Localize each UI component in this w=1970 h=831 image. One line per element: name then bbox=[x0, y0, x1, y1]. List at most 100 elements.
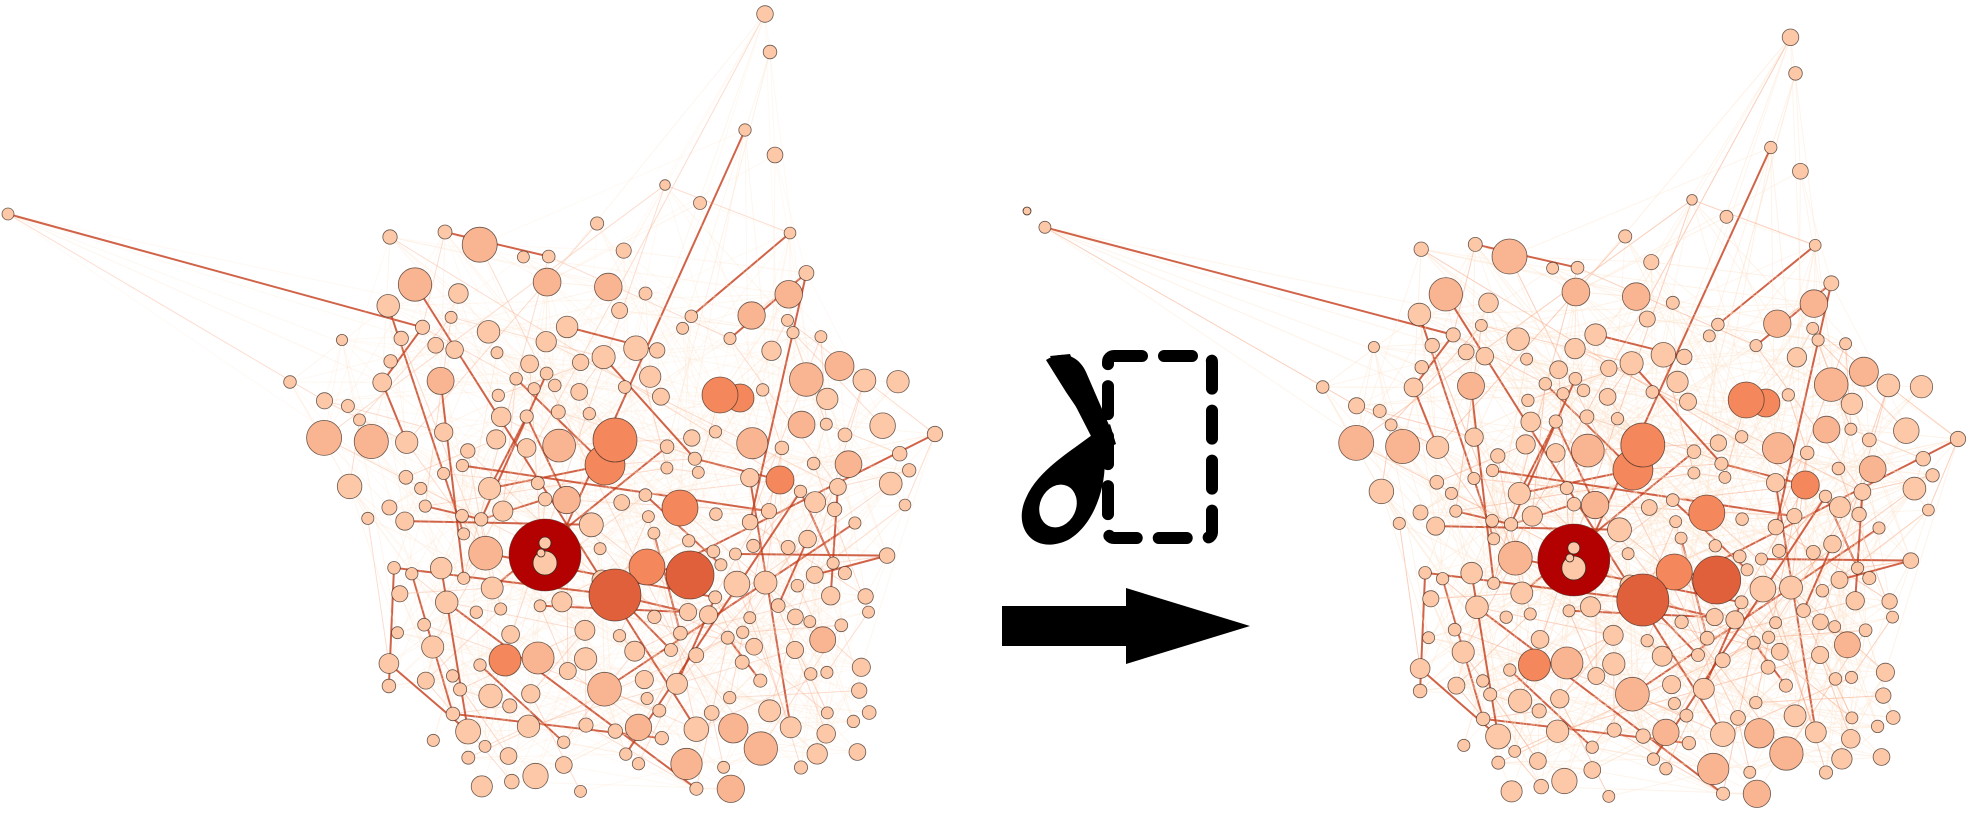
network-edge bbox=[1846, 527, 1880, 645]
network-edge bbox=[1806, 452, 1912, 561]
network-edge bbox=[602, 356, 696, 460]
network-edge bbox=[679, 507, 789, 548]
network-node bbox=[687, 451, 702, 466]
network-edge bbox=[539, 379, 807, 541]
network-node bbox=[848, 743, 867, 761]
network-edge bbox=[432, 646, 509, 757]
network-edge bbox=[1832, 543, 1911, 562]
network-node bbox=[758, 699, 782, 723]
network-node bbox=[1749, 575, 1777, 603]
network-edge bbox=[679, 350, 772, 509]
network-edge bbox=[1489, 694, 1565, 782]
network-edge bbox=[1525, 356, 1798, 445]
network-edge bbox=[1568, 384, 1832, 546]
network-after-nodes bbox=[1038, 28, 1967, 808]
network-edge bbox=[1742, 515, 1795, 520]
network-edge bbox=[1802, 543, 1834, 611]
network-node bbox=[387, 561, 401, 575]
network-edge bbox=[604, 464, 681, 634]
network-node bbox=[878, 547, 896, 564]
network-node bbox=[1503, 517, 1519, 532]
network-node bbox=[753, 570, 778, 595]
network-node bbox=[1699, 630, 1715, 646]
network-node bbox=[1844, 422, 1858, 436]
network-edge bbox=[1755, 702, 1894, 718]
network-edge bbox=[822, 522, 856, 640]
network-node bbox=[781, 313, 794, 327]
network-node bbox=[1508, 688, 1533, 713]
network-edge bbox=[381, 326, 424, 383]
network-edge bbox=[323, 236, 391, 439]
network-node bbox=[1507, 481, 1531, 505]
network-node bbox=[551, 591, 573, 613]
network-edge bbox=[1044, 226, 1422, 368]
network-edge bbox=[1672, 438, 1959, 501]
network-edge bbox=[1566, 487, 1676, 523]
network-node bbox=[654, 730, 669, 746]
network-edge bbox=[1737, 717, 1751, 773]
network-edge bbox=[1452, 267, 1553, 336]
network-node bbox=[1503, 663, 1517, 677]
network-node bbox=[1646, 752, 1661, 766]
network-node bbox=[573, 647, 598, 671]
network-node bbox=[593, 542, 607, 556]
network-edge bbox=[688, 469, 910, 542]
network-node bbox=[1849, 356, 1879, 387]
network-edge bbox=[389, 236, 788, 321]
network-edge bbox=[1436, 421, 1531, 483]
network-node bbox=[798, 529, 817, 549]
network-edge bbox=[753, 483, 892, 648]
network-edge bbox=[359, 419, 497, 440]
network-node bbox=[1652, 718, 1680, 747]
network-edge bbox=[525, 416, 568, 501]
network-node bbox=[837, 566, 852, 581]
network-edge bbox=[1693, 472, 1814, 553]
network-edge bbox=[405, 476, 808, 540]
network-edge bbox=[837, 486, 888, 556]
network-edge bbox=[749, 272, 808, 523]
network-node bbox=[470, 775, 493, 798]
network-edge bbox=[546, 250, 625, 374]
network-edge bbox=[1755, 600, 1856, 703]
network-edge bbox=[1552, 267, 1814, 305]
network-edge bbox=[727, 483, 892, 639]
network-edge bbox=[1413, 387, 1437, 527]
network-node bbox=[1498, 540, 1533, 576]
network-node bbox=[804, 667, 818, 681]
network-node bbox=[548, 378, 562, 393]
network-edge bbox=[844, 504, 906, 574]
network-edge bbox=[1489, 694, 1542, 787]
network-node bbox=[1710, 721, 1736, 747]
network-edge bbox=[387, 305, 442, 382]
network-node bbox=[816, 724, 836, 744]
network-node bbox=[862, 605, 875, 619]
network-edge bbox=[591, 524, 689, 542]
network-node bbox=[665, 550, 715, 600]
network-edge bbox=[1574, 244, 1816, 350]
network-after bbox=[1038, 28, 1967, 808]
network-node bbox=[520, 354, 539, 374]
network-node bbox=[1786, 347, 1808, 368]
network-node bbox=[736, 625, 750, 639]
network-edge bbox=[405, 450, 468, 478]
network-edge bbox=[1595, 334, 1620, 530]
network-edge bbox=[1755, 695, 1884, 704]
network-edge bbox=[736, 583, 792, 728]
network-edge bbox=[388, 293, 459, 307]
network-edge bbox=[1715, 545, 1792, 589]
network-edge bbox=[1456, 685, 1560, 700]
network-edge bbox=[401, 286, 609, 339]
network-node bbox=[684, 309, 699, 324]
network-edge bbox=[7, 213, 544, 579]
network-node bbox=[639, 365, 662, 388]
network-edge bbox=[324, 400, 369, 519]
network-node bbox=[501, 625, 520, 644]
network-edge bbox=[1724, 477, 1777, 528]
network-node bbox=[1786, 508, 1803, 525]
network-edge bbox=[634, 650, 697, 730]
network-edge bbox=[794, 483, 892, 618]
network-node bbox=[683, 429, 701, 447]
network-node bbox=[1651, 645, 1673, 667]
network-edge bbox=[1608, 343, 1846, 369]
network-edge bbox=[1741, 429, 1827, 520]
